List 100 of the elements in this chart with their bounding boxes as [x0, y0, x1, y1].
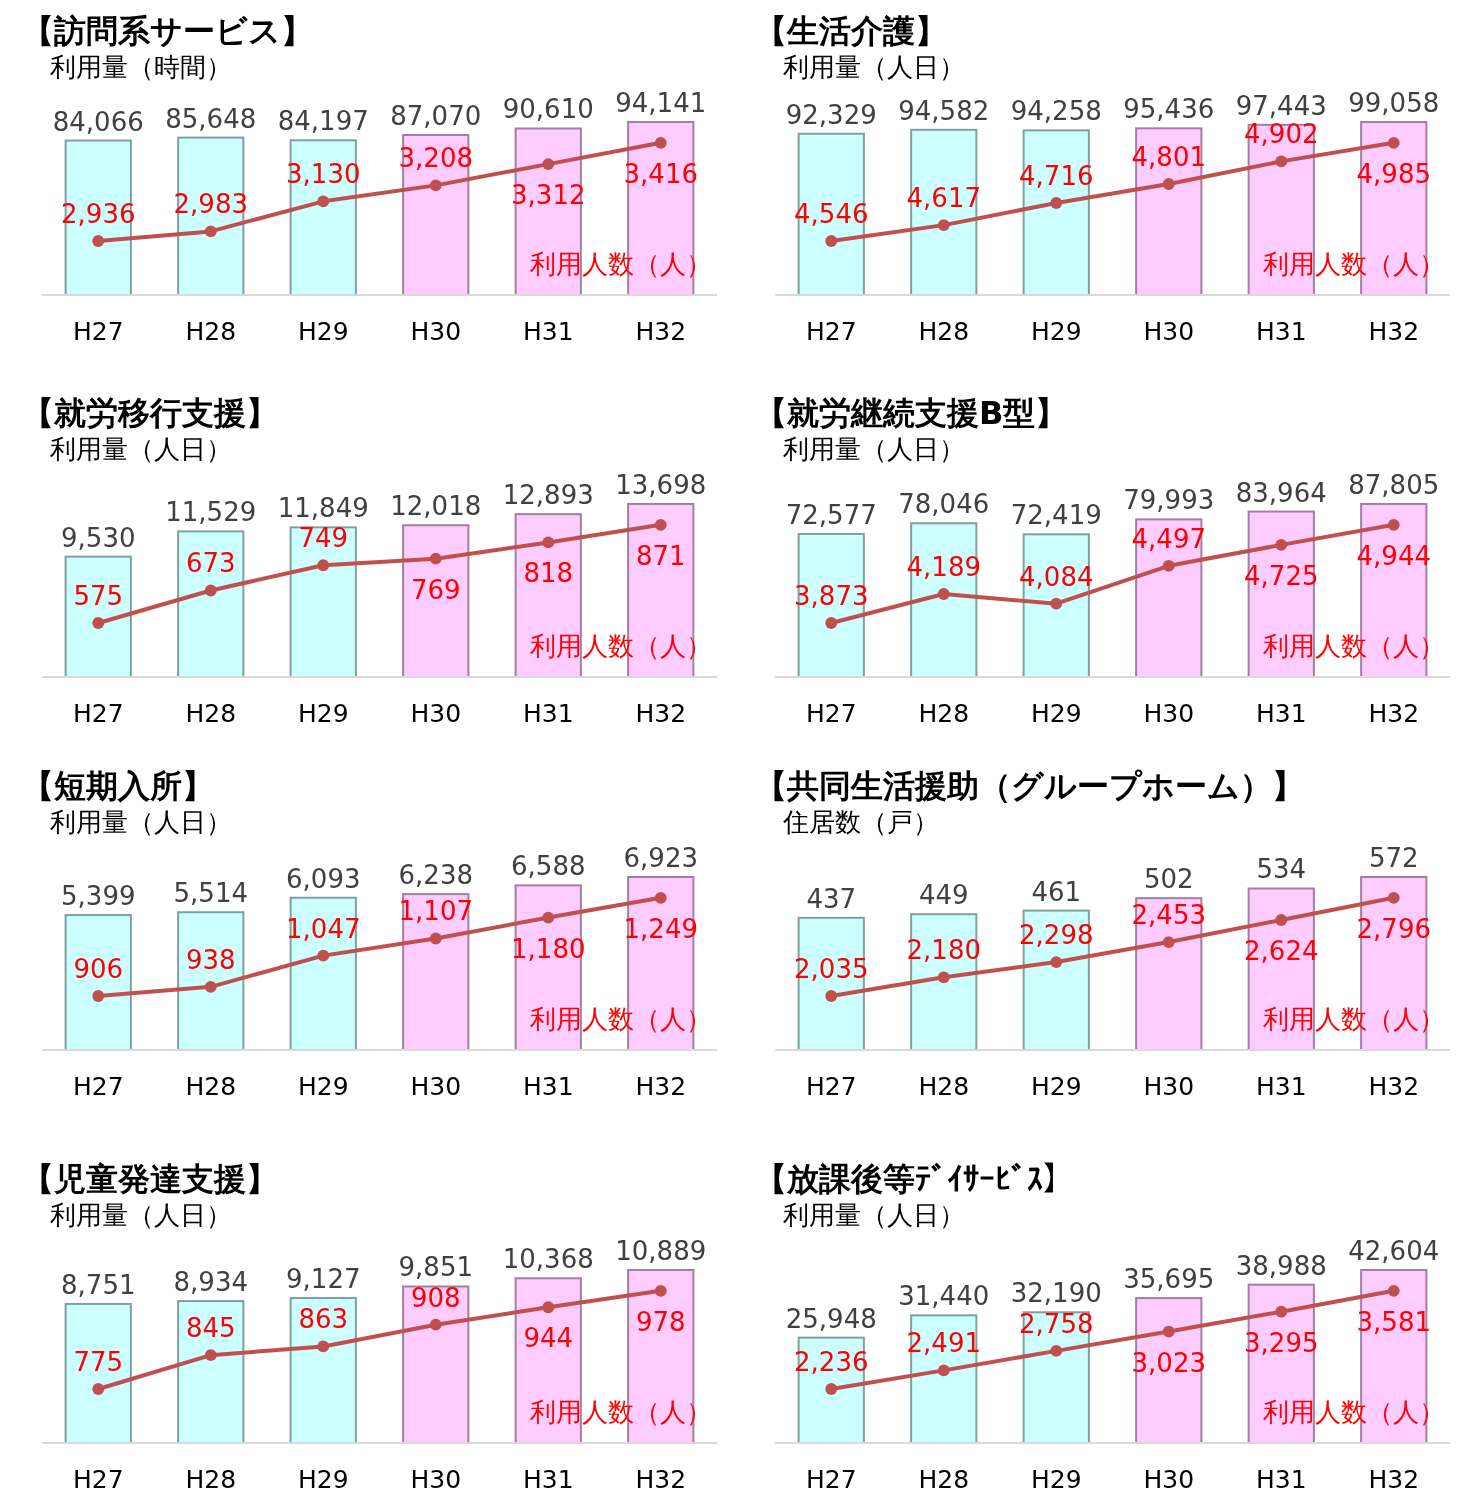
data-label: 11,849 — [277, 493, 369, 524]
point — [1162, 178, 1175, 190]
data-label: 72,419 — [1010, 500, 1102, 531]
data-label: 2,796 — [1356, 913, 1431, 944]
x-tick-label: H28 — [185, 317, 237, 346]
data-label: 6,588 — [511, 851, 586, 882]
data-label: 72,577 — [785, 500, 877, 530]
data-label: 6,238 — [398, 860, 473, 891]
data-label: 38,988 — [1235, 1250, 1327, 1281]
data-label: 94,582 — [898, 95, 990, 126]
bar — [177, 530, 245, 678]
x-tick-label: H29 — [1030, 317, 1082, 346]
x-tick-label: H29 — [1030, 699, 1082, 728]
x-tick-label: H27 — [805, 1465, 857, 1494]
x-tick-label: H31 — [522, 1465, 574, 1494]
data-label: 673 — [185, 548, 236, 579]
point — [542, 1301, 555, 1314]
x-tick-label: H30 — [1143, 1465, 1195, 1494]
data-label: 87,805 — [1348, 470, 1440, 500]
data-label: 845 — [185, 1313, 236, 1344]
data-label: 3,416 — [623, 158, 698, 189]
point — [542, 911, 555, 924]
bar — [1022, 909, 1090, 1051]
data-label: 5,514 — [173, 878, 248, 909]
data-label: 2,491 — [906, 1328, 981, 1359]
data-label: 4,801 — [1131, 141, 1206, 172]
x-tick-label: H28 — [185, 1465, 237, 1494]
y-axis-title: 利用量（人日） — [783, 1200, 965, 1230]
point — [825, 1383, 838, 1395]
bar — [514, 1277, 582, 1444]
y-axis-title: 利用量（人日） — [50, 807, 232, 837]
point — [1387, 891, 1400, 904]
data-label: 12,018 — [390, 491, 482, 522]
data-label: 4,497 — [1131, 523, 1206, 554]
point — [1275, 155, 1288, 168]
x-tick-label: H29 — [297, 317, 349, 346]
point — [654, 1284, 667, 1297]
point — [92, 1383, 105, 1395]
bar — [797, 1336, 865, 1444]
data-label: 461 — [1031, 876, 1082, 907]
x-tick-label: H29 — [297, 1465, 349, 1494]
bar — [514, 884, 582, 1051]
bar — [402, 893, 470, 1051]
data-label: 749 — [298, 523, 349, 554]
data-label: 978 — [635, 1306, 686, 1337]
data-label: 2,983 — [173, 189, 248, 220]
point — [92, 990, 105, 1002]
bar — [1135, 1297, 1203, 1445]
x-tick-label: H29 — [297, 699, 349, 728]
data-label: 3,295 — [1244, 1327, 1319, 1358]
point — [654, 518, 667, 531]
data-label: 31,440 — [898, 1281, 990, 1312]
data-label: 6,093 — [286, 863, 361, 894]
x-tick-label: H27 — [805, 699, 857, 728]
data-label: 1,180 — [511, 933, 586, 964]
data-label: 871 — [635, 540, 686, 571]
data-label: 6,923 — [623, 843, 698, 873]
bar — [797, 916, 865, 1051]
x-tick-label: H32 — [1368, 699, 1420, 728]
x-tick-label: H30 — [1143, 699, 1195, 728]
chart-title: 【就労継続支援B型】 — [755, 394, 1068, 432]
chart-title: 【児童発達支援】 — [22, 1160, 278, 1198]
data-label: 9,851 — [398, 1252, 473, 1283]
x-tick-label: H31 — [1255, 1465, 1307, 1494]
data-label: 90,610 — [502, 94, 594, 125]
bar — [910, 913, 978, 1051]
data-label: 9,127 — [286, 1263, 361, 1294]
point — [1050, 956, 1063, 968]
bar — [1022, 1311, 1090, 1444]
y2-axis-title: 利用人数（人） — [530, 631, 712, 661]
bar — [797, 533, 865, 678]
chart-title: 【訪問系サービス】 — [22, 12, 313, 50]
x-tick-label: H30 — [1143, 1072, 1195, 1101]
data-label: 8,751 — [61, 1269, 136, 1300]
point — [1275, 914, 1288, 926]
data-label: 25,948 — [785, 1303, 877, 1334]
point — [825, 990, 838, 1002]
bar — [1022, 533, 1090, 678]
point — [825, 617, 838, 629]
data-label: 863 — [298, 1304, 349, 1335]
data-label: 769 — [410, 574, 461, 605]
bar — [64, 914, 132, 1051]
data-label: 437 — [806, 883, 857, 914]
x-tick-label: H27 — [805, 317, 857, 346]
bar — [64, 555, 132, 678]
data-label: 2,035 — [794, 954, 869, 984]
data-label: 502 — [1143, 864, 1194, 895]
x-tick-label: H32 — [1368, 317, 1420, 346]
data-label: 83,964 — [1235, 477, 1327, 508]
x-tick-label: H27 — [72, 1072, 124, 1101]
y-axis-title: 利用量（人日） — [783, 52, 965, 82]
data-label: 85,648 — [165, 103, 257, 134]
point — [317, 195, 330, 208]
x-tick-label: H28 — [185, 699, 237, 728]
point — [1387, 518, 1400, 531]
x-tick-label: H30 — [410, 317, 462, 346]
point — [92, 617, 105, 629]
x-tick-label: H32 — [635, 1072, 687, 1101]
data-label: 84,197 — [277, 106, 369, 137]
point — [317, 949, 330, 962]
